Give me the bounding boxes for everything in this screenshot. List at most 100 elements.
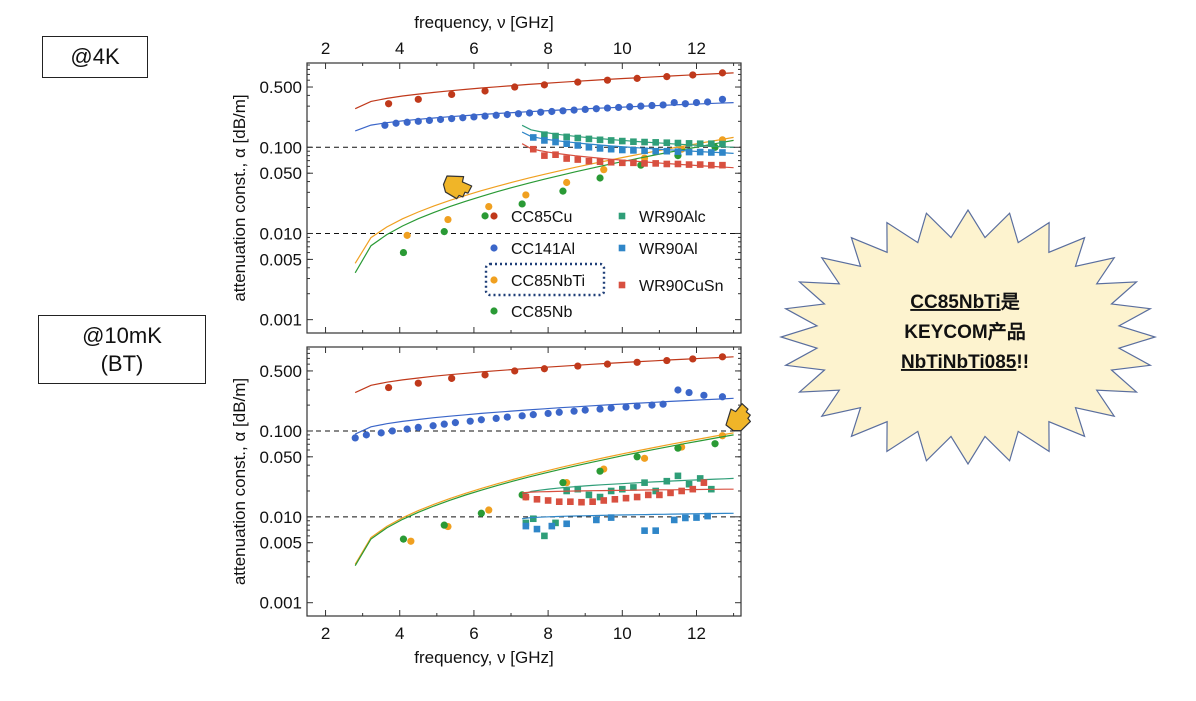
callout-burst: CC85NbTi是 KEYCOM产品 NbTiNbTi085!! (778, 208, 1158, 466)
point-cc141al (537, 108, 545, 116)
x-tick-label-top: 2 (321, 39, 330, 58)
point-wr90cusn (708, 161, 715, 169)
point-cc141al (492, 414, 500, 423)
point-wr90cusn (607, 158, 615, 166)
point-wr90alc (663, 477, 671, 485)
point-wr90al (596, 145, 604, 152)
fit-line-cc85nbti (354, 432, 734, 565)
point-wr90cusn (689, 485, 697, 493)
point-cc85nbti (407, 537, 415, 545)
point-cc141al (440, 420, 448, 428)
point-wr90alc (574, 134, 582, 142)
point-cc141al (581, 105, 589, 114)
fit-line-cc85nbti (354, 136, 734, 264)
point-wr90alc (630, 138, 637, 146)
condition-label-10mk: @10mK (BT) (38, 315, 206, 384)
point-wr90cusn (700, 479, 708, 486)
fit-line-cc141al (354, 102, 734, 132)
legend-marker-cc141al (490, 244, 498, 252)
y-tick-label: 0.010 (259, 508, 302, 527)
point-cc85cu (481, 87, 489, 95)
point-wr90alc (618, 137, 626, 145)
y-tick-label: 0.100 (259, 138, 302, 157)
point-wr90cusn (555, 498, 563, 506)
x-tick-label: 4 (395, 624, 404, 643)
point-wr90cusn (719, 161, 726, 169)
point-wr90cusn (685, 161, 693, 168)
point-cc141al (351, 434, 359, 442)
point-wr90al (541, 137, 548, 144)
point-wr90alc (529, 515, 537, 523)
point-wr90al (630, 147, 637, 154)
point-wr90cusn (622, 494, 630, 502)
point-cc141al (451, 419, 459, 427)
point-wr90cusn (611, 496, 619, 503)
condition-bt-text: (BT) (100, 350, 144, 376)
x-tick-label: 12 (687, 624, 706, 643)
panel-4k: 2 4 6 8 10 12 0.001 0.005 0.010 0.050 0.100 0.500 at… (230, 13, 742, 334)
legend-label-wr90al: WR90Al (639, 241, 698, 258)
point-cc141al (607, 404, 615, 412)
point-cc85cu (574, 78, 582, 86)
point-cc141al (674, 386, 682, 394)
point-cc85nbti (522, 191, 530, 199)
plot-area (351, 353, 734, 567)
point-wr90al (674, 148, 682, 155)
callout-line-3-suffix: !! (1016, 352, 1029, 373)
point-cc141al (414, 117, 422, 125)
point-cc141al (481, 112, 489, 120)
point-cc141al (529, 411, 537, 419)
fit-line-cc141al (354, 397, 734, 435)
plot-frame (306, 346, 742, 617)
point-cc141al (436, 115, 445, 124)
point-wr90alc (674, 139, 682, 147)
point-cc141al (704, 98, 712, 106)
point-wr90alc (630, 484, 637, 491)
pointer-hand-icon-2 (725, 403, 752, 432)
point-cc141al (403, 118, 411, 126)
point-cc141al (388, 427, 396, 435)
x-tick-label: 8 (543, 624, 552, 643)
point-cc85nbti (563, 178, 571, 187)
point-wr90cusn (644, 491, 652, 499)
point-cc141al (633, 402, 641, 410)
point-cc85nbti (718, 432, 727, 440)
point-wr90cusn (544, 497, 552, 504)
point-cc85cu (540, 365, 549, 373)
point-cc141al (518, 412, 526, 420)
x-axis-title-top: frequency, ν [GHz] (414, 13, 554, 32)
point-wr90cusn (674, 160, 682, 168)
x-tick-label-top: 8 (543, 39, 552, 58)
point-cc85cu (511, 83, 519, 91)
point-cc85nb (711, 440, 719, 448)
callout-line-1: CC85NbTi是 (910, 291, 1019, 313)
point-cc141al (685, 388, 693, 397)
callout-line-3: NbTiNbTi085!! (901, 352, 1029, 373)
legend-marker-cc85cu (490, 212, 498, 220)
point-cc85nbti (485, 506, 493, 514)
point-cc85cu (718, 69, 727, 77)
point-cc85cu (689, 355, 697, 363)
legend-label-wr90alc: WR90Alc (639, 209, 706, 226)
point-cc141al (614, 103, 623, 112)
point-cc85nb (440, 521, 448, 529)
point-wr90cusn (641, 160, 648, 167)
point-cc141al (626, 103, 634, 111)
point-cc141al (544, 409, 552, 418)
legend-marker-cc85nb (490, 307, 498, 315)
point-wr90cusn (633, 493, 641, 501)
point-wr90al (708, 149, 715, 156)
point-wr90alc (585, 491, 593, 499)
point-cc141al (392, 119, 400, 127)
point-wr90cusn (630, 159, 637, 167)
point-wr90al (663, 147, 671, 155)
point-cc85nb (399, 248, 408, 257)
point-cc85nb (674, 444, 682, 452)
point-wr90cusn (596, 158, 604, 166)
point-cc141al (637, 102, 645, 110)
legend-label-cc85nbti: CC85NbTi (511, 273, 585, 290)
point-wr90al (641, 147, 648, 155)
legend-label-cc85cu: CC85Cu (511, 209, 572, 226)
legend-marker-wr90al (618, 244, 626, 252)
